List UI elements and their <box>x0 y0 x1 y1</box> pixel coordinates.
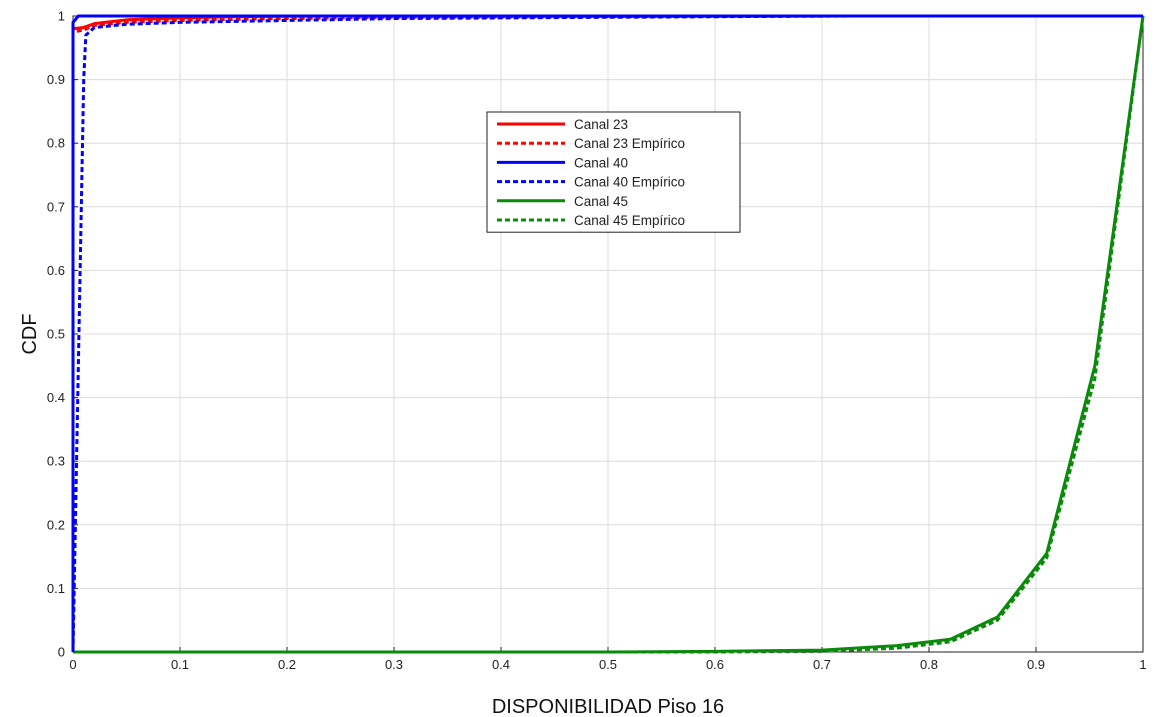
y-axis-title: CDF <box>19 313 41 354</box>
legend-label: Canal 45 Empírico <box>574 213 685 228</box>
series-line-canal-40-emp-rico <box>71 14 1143 653</box>
y-tick-label: 0.8 <box>47 136 65 151</box>
legend-label: Canal 23 <box>574 117 628 132</box>
x-tick-label: 0.9 <box>1027 657 1045 672</box>
x-tick-label: 1 <box>1139 657 1146 672</box>
x-axis-title: DISPONIBILIDAD Piso 16 <box>492 696 724 717</box>
y-tick-label: 0.3 <box>47 454 65 469</box>
x-tick-label: 0.1 <box>171 657 189 672</box>
x-tick-label: 0.2 <box>278 657 296 672</box>
legend-box <box>486 111 741 233</box>
y-tick-label: 0.1 <box>47 581 65 596</box>
y-tick-label: 0 <box>58 645 65 660</box>
x-tick-label: 0.5 <box>599 657 617 672</box>
y-tick-label: 0.5 <box>47 327 65 342</box>
legend-label: Canal 40 <box>574 155 628 170</box>
x-tick-label: 0 <box>69 657 76 672</box>
y-tick-label: 0.7 <box>47 199 65 214</box>
y-tick-label: 0.4 <box>47 390 65 405</box>
x-tick-label: 0.6 <box>706 657 724 672</box>
legend: Canal 23 Canal 23 Empírico Canal 40 Canal 4… <box>486 111 741 233</box>
x-tick-label: 0.4 <box>492 657 510 672</box>
series-lines <box>71 14 1145 654</box>
x-tick-label: 0.8 <box>920 657 938 672</box>
series-line-canal-45-emp-rico <box>73 15 1145 654</box>
legend-label: Canal 40 Empírico <box>574 175 685 190</box>
legend-label: Canal 45 <box>574 194 628 209</box>
grid-lines <box>72 15 1144 653</box>
series-line-canal-23-emp-rico <box>71 14 1143 652</box>
y-tick-label: 1 <box>58 9 65 24</box>
x-tick-label: 0.3 <box>385 657 403 672</box>
x-tick-label: 0.7 <box>813 657 831 672</box>
axis-ticks: 0 0.1 0.2 0.3 0.4 0.5 0.6 0.7 0.8 0.9 1 0 0.1 0.2 0.3 0… <box>47 9 1147 673</box>
y-tick-label: 0.2 <box>47 517 65 532</box>
y-tick-label: 0.9 <box>47 72 65 87</box>
y-tick-label: 0.6 <box>47 263 65 278</box>
legend-label: Canal 23 Empírico <box>574 136 685 151</box>
